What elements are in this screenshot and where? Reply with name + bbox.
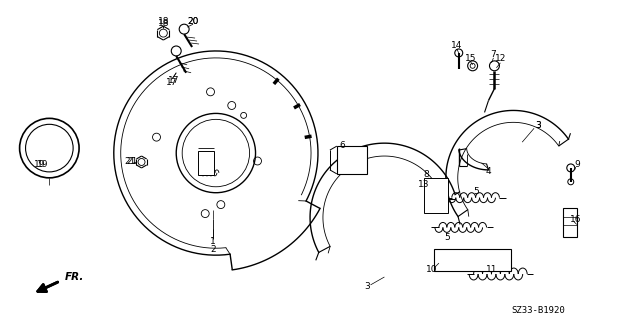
Text: 5: 5: [473, 187, 479, 196]
Text: 9: 9: [575, 160, 580, 170]
Text: 11: 11: [486, 265, 497, 274]
Text: 1: 1: [210, 237, 216, 246]
Text: 8: 8: [423, 170, 429, 180]
Text: 17: 17: [168, 76, 179, 85]
Bar: [434, 249, 511, 271]
Text: 20: 20: [187, 17, 199, 26]
Text: 20: 20: [187, 17, 199, 26]
Text: 16: 16: [570, 215, 582, 224]
Bar: [337, 146, 367, 174]
Text: 3: 3: [535, 121, 541, 130]
Bar: [424, 178, 448, 212]
Text: 3: 3: [535, 121, 541, 130]
Text: 10: 10: [426, 265, 438, 274]
Text: 14: 14: [451, 42, 463, 51]
Text: 13: 13: [418, 180, 430, 189]
Text: SZ33-B1920: SZ33-B1920: [511, 306, 565, 315]
Text: 15: 15: [465, 54, 477, 63]
Text: 4: 4: [486, 167, 491, 176]
Bar: [563, 208, 577, 237]
Text: 6: 6: [339, 140, 344, 150]
Text: 3: 3: [365, 282, 370, 292]
Text: 18: 18: [158, 17, 169, 26]
Text: 5: 5: [444, 233, 449, 242]
Text: FR.: FR.: [65, 272, 85, 282]
Text: 21: 21: [126, 157, 137, 166]
Bar: [198, 151, 214, 175]
Text: 18: 18: [158, 19, 169, 28]
Text: 12: 12: [495, 54, 506, 63]
Text: 21: 21: [124, 157, 135, 166]
Text: 2: 2: [210, 245, 216, 254]
Text: 19: 19: [37, 160, 48, 170]
Text: 7: 7: [491, 51, 496, 60]
Text: 19: 19: [34, 160, 45, 170]
Text: 17: 17: [165, 78, 177, 87]
